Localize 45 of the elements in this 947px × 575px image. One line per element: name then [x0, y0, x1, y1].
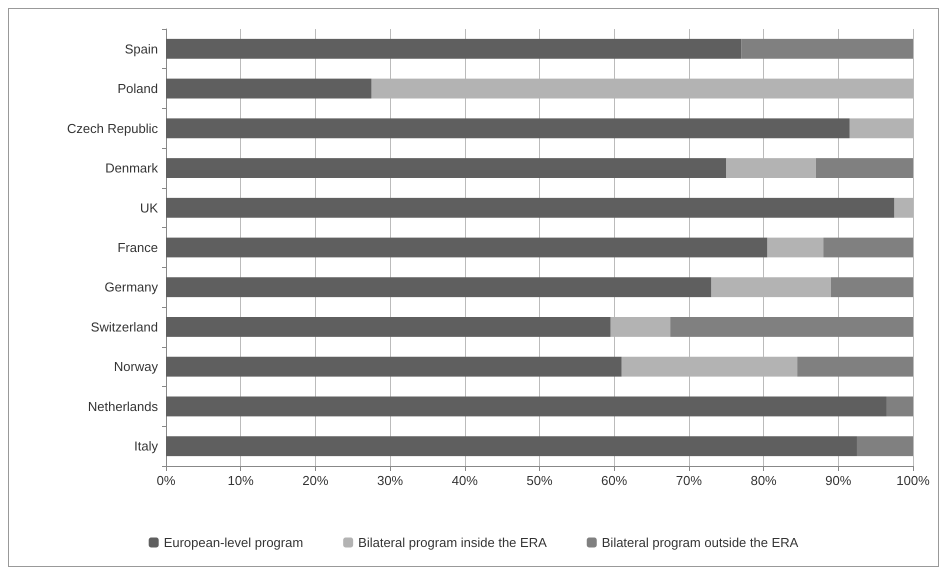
- y-tick-label: Norway: [114, 359, 158, 374]
- bar: [816, 158, 913, 178]
- y-tick-label: Netherlands: [88, 398, 158, 414]
- x-tick-label: 40%: [452, 473, 478, 488]
- bar: [166, 277, 712, 298]
- y-tick-label: Poland: [118, 81, 158, 96]
- bar: [166, 317, 610, 337]
- legend-label: European-level program: [164, 535, 304, 550]
- x-tick-label: 0%: [156, 473, 176, 488]
- y-tick-label: Czech Republic: [66, 120, 158, 136]
- bar: [166, 356, 622, 377]
- x-tick-label: 60%: [601, 473, 628, 488]
- y-tick-label: Germany: [104, 280, 158, 295]
- x-tick-label: 30%: [377, 473, 404, 488]
- bar: [166, 396, 887, 416]
- y-tick-label: France: [118, 240, 158, 255]
- bar: [166, 198, 894, 218]
- bar: [823, 238, 913, 258]
- bar: [830, 277, 913, 298]
- y-tick-label: Switzerland: [90, 319, 158, 334]
- bar: [797, 356, 913, 377]
- x-tick-label: 20%: [302, 473, 329, 488]
- bar: [767, 238, 824, 258]
- y-tick-label: UK: [140, 200, 158, 216]
- bar: [741, 38, 913, 59]
- bar: [670, 317, 913, 337]
- bar: [886, 396, 913, 416]
- bar: [166, 158, 726, 178]
- x-tick-label: 50%: [526, 473, 553, 488]
- legend-label: Bilateral program outside the ERA: [602, 535, 799, 550]
- x-tick-label: 10%: [228, 473, 254, 488]
- bar: [166, 436, 857, 456]
- bar: [856, 436, 913, 456]
- y-tick-label: Italy: [134, 438, 158, 454]
- bar: [166, 238, 768, 258]
- bar: [166, 78, 372, 99]
- x-tick-label: 70%: [676, 473, 702, 488]
- x-tick-label: 90%: [825, 473, 852, 488]
- x-tick-label: 100%: [896, 473, 930, 488]
- x-tick-label: 80%: [750, 473, 778, 488]
- y-tick-label: Spain: [124, 41, 158, 56]
- legend-label: Bilateral program inside the ERA: [358, 535, 548, 550]
- bar: [166, 118, 850, 138]
- y-tick-label: Denmark: [105, 160, 158, 176]
- bar: [166, 38, 742, 59]
